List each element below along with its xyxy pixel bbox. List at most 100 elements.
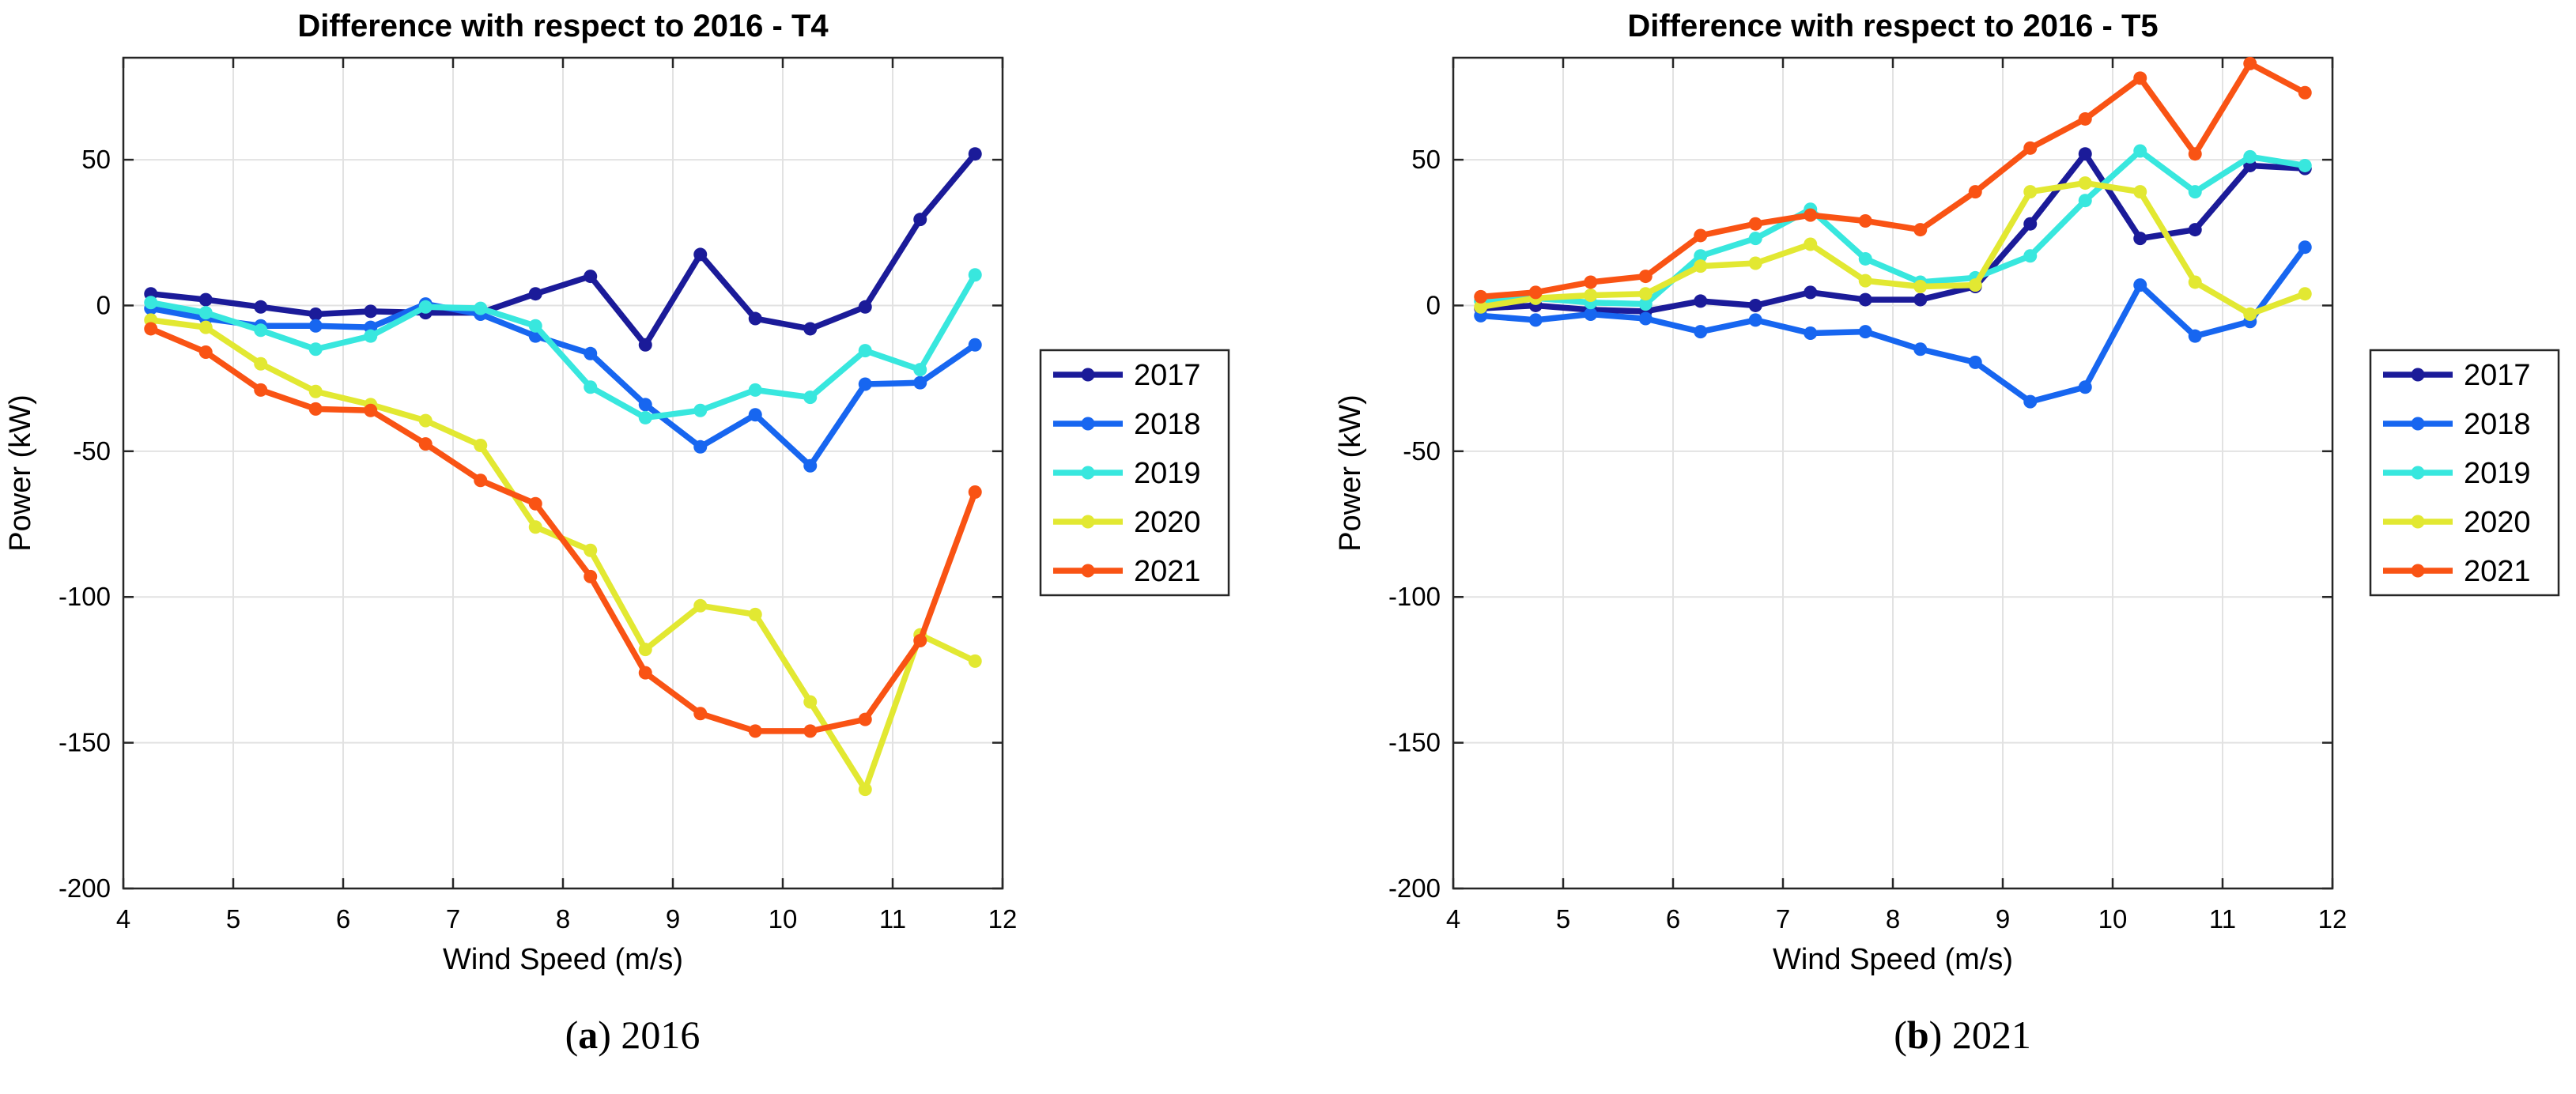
series-marker-2017	[308, 307, 323, 322]
x-tick-label: 11	[2209, 904, 2236, 934]
y-axis-label: Power (kW)	[1334, 394, 1367, 551]
series-marker-2017	[748, 311, 762, 326]
series-marker-2021	[858, 712, 872, 726]
y-tick-label: -100	[1388, 582, 1441, 611]
series-line-2019	[1478, 148, 2308, 307]
legend-marker-2017	[1081, 368, 1095, 382]
series-marker-2018	[748, 408, 762, 422]
series-marker-2021	[913, 634, 927, 648]
series-marker-2021	[418, 437, 432, 451]
series-line-2018	[1478, 243, 2308, 405]
x-tick-label: 10	[2098, 904, 2128, 934]
series-marker-2020	[858, 783, 872, 797]
series-marker-2019	[2298, 158, 2312, 172]
series-marker-2019	[2078, 194, 2092, 208]
caption-b: (b) 2021	[1894, 1013, 2031, 1057]
series-line-2018	[148, 300, 978, 470]
series-marker-2018	[1913, 342, 1928, 356]
series-marker-2017	[1858, 292, 1872, 307]
series-marker-2020	[1968, 278, 1982, 292]
caption-a-letter: a	[578, 1013, 599, 1057]
series-marker-2019	[748, 383, 762, 397]
series-marker-2020	[1858, 274, 1872, 288]
x-tick-label: 4	[116, 904, 130, 934]
legend-label-2019: 2019	[1134, 457, 1201, 490]
series-line-2019	[148, 271, 978, 421]
series-marker-2021	[2188, 147, 2202, 161]
series-marker-2021	[2078, 111, 2092, 126]
legend-marker-2021	[1081, 564, 1095, 578]
series-marker-2019	[803, 390, 818, 405]
y-tick-label: 0	[1426, 290, 1441, 319]
series-marker-2021	[1968, 185, 1982, 199]
series-marker-2019	[144, 296, 158, 310]
y-tick-label: 50	[1411, 145, 1441, 174]
series-marker-2019	[418, 300, 432, 314]
caption-b-letter: b	[1906, 1013, 1929, 1057]
series-marker-2020	[308, 384, 323, 398]
series-marker-2018	[2298, 240, 2312, 255]
series-marker-2017	[913, 213, 927, 227]
series-marker-2019	[584, 380, 598, 394]
caption-b-text: 2021	[1951, 1013, 2031, 1057]
series-marker-2017	[638, 338, 652, 352]
series-marker-2020	[1474, 300, 1488, 314]
series-marker-2017	[1748, 298, 1762, 312]
series-marker-2020	[2188, 275, 2202, 289]
series-marker-2018	[1694, 325, 1708, 339]
series-marker-2017	[2078, 147, 2092, 161]
legend-label-2020: 2020	[1134, 506, 1201, 539]
series-marker-2020	[1694, 259, 1708, 274]
legend-label-2017: 2017	[2464, 359, 2531, 392]
series-marker-2019	[2243, 149, 2257, 164]
y-tick-label: -200	[1388, 873, 1441, 903]
series-marker-2020	[1913, 279, 1928, 293]
series-marker-2020	[254, 356, 268, 371]
series-marker-2017	[2188, 223, 2202, 237]
chart-b-t5: 4 5 6 7 8 9 10 11 12 50 0 -50 -100 -150 -200 Wind Speed…	[1334, 9, 2560, 976]
series-marker-2018	[693, 439, 708, 454]
series-marker-2021	[1584, 275, 1598, 289]
series-marker-2017	[803, 322, 818, 336]
series-marker-2020	[418, 413, 432, 428]
series-marker-2018	[1858, 325, 1872, 339]
x-tick-label: 11	[879, 904, 906, 934]
x-tick-label: 12	[988, 904, 1018, 934]
series-marker-2019	[913, 363, 927, 377]
series-marker-2020	[528, 520, 542, 534]
series-marker-2018	[1748, 313, 1762, 327]
series-marker-2021	[803, 724, 818, 738]
series-marker-2017	[1913, 292, 1928, 307]
series-marker-2020	[968, 654, 982, 668]
legend-label-2019: 2019	[2464, 457, 2531, 490]
legend-marker-2018	[1081, 417, 1095, 431]
series-marker-2020	[803, 695, 818, 709]
series-marker-2019	[2023, 249, 2038, 263]
series-marker-2017	[1694, 294, 1708, 308]
series-marker-2017	[1804, 285, 1818, 300]
x-tick-label: 9	[1996, 904, 2010, 934]
legend-marker-2021	[2411, 564, 2425, 578]
x-tick-label: 8	[1886, 904, 1900, 934]
series-marker-2020	[2133, 185, 2147, 199]
series-marker-2020	[2078, 176, 2092, 191]
chart-title: Difference with respect to 2016 - T4	[297, 9, 829, 43]
series-marker-2017	[254, 300, 268, 314]
legend-label-2021: 2021	[2464, 555, 2531, 588]
series-marker-2018	[2078, 380, 2092, 394]
legend-label-2018: 2018	[1134, 408, 1201, 441]
series-marker-2020	[1748, 256, 1762, 270]
series-marker-2021	[638, 666, 652, 680]
series-marker-2021	[693, 707, 708, 721]
series-marker-2018	[1584, 307, 1598, 322]
series-marker-2021	[1913, 223, 1928, 237]
legend-marker-2017	[2411, 368, 2425, 382]
series-marker-2020	[638, 643, 652, 657]
x-tick-label: 5	[1556, 904, 1570, 934]
series-line-2021	[148, 326, 978, 734]
series-marker-2020	[474, 438, 488, 452]
series-marker-2018	[803, 458, 818, 473]
series-marker-2021	[528, 496, 542, 511]
series-marker-2018	[638, 398, 652, 412]
series-marker-2018	[1804, 326, 1818, 340]
